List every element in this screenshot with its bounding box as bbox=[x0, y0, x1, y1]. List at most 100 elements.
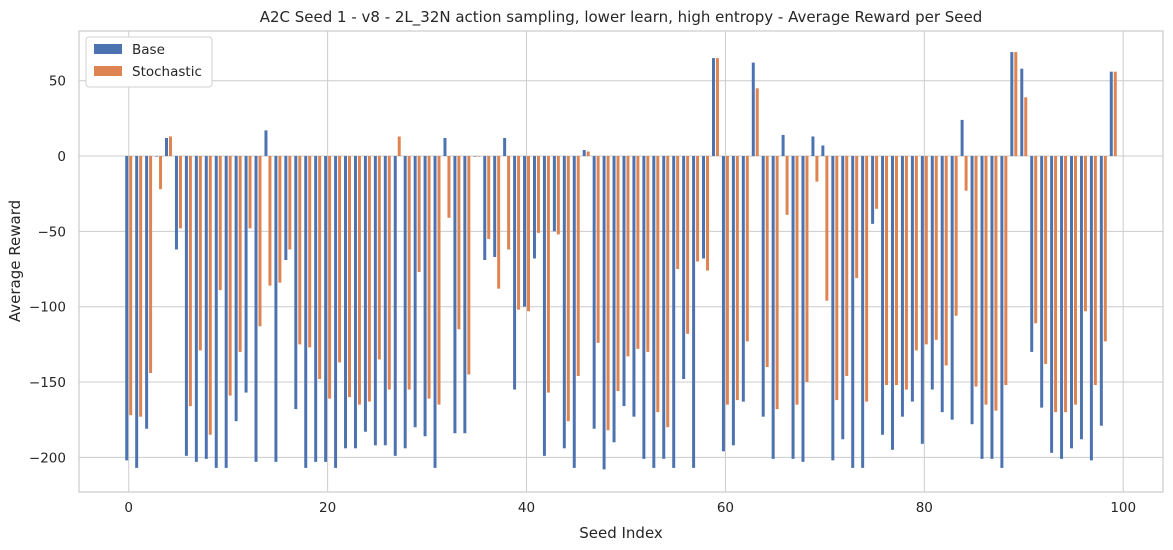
bar-stochastic bbox=[715, 58, 719, 157]
bar-stochastic bbox=[626, 156, 630, 357]
bar-stochastic bbox=[765, 156, 769, 367]
bar-base bbox=[314, 156, 318, 462]
bar-base bbox=[145, 156, 149, 429]
bar-base bbox=[731, 156, 735, 446]
bar-stochastic bbox=[1093, 156, 1097, 386]
bar-stochastic bbox=[298, 156, 302, 345]
bar-base bbox=[135, 156, 139, 468]
bar-stochastic bbox=[845, 156, 849, 376]
bar-stochastic bbox=[169, 136, 172, 157]
bar-stochastic bbox=[885, 156, 889, 386]
bar-stochastic bbox=[407, 156, 411, 390]
bar-stochastic bbox=[129, 156, 133, 416]
bar-stochastic bbox=[1083, 156, 1087, 312]
bar-stochastic bbox=[357, 156, 361, 405]
bar-stochastic bbox=[606, 156, 610, 431]
bar-stochastic bbox=[149, 156, 153, 373]
bar-stochastic bbox=[596, 156, 600, 343]
bar-base bbox=[1020, 68, 1024, 157]
bar-stochastic bbox=[835, 156, 839, 401]
bar-base bbox=[712, 58, 715, 157]
bar-stochastic bbox=[924, 156, 928, 345]
bar-base bbox=[871, 156, 875, 224]
bar-stochastic bbox=[706, 156, 710, 271]
bar-base bbox=[970, 156, 974, 425]
bar-base bbox=[542, 156, 546, 456]
y-tick-label: 50 bbox=[49, 74, 66, 90]
bar-base bbox=[1070, 156, 1073, 449]
x-tick-label: 20 bbox=[319, 500, 336, 516]
bar-stochastic bbox=[427, 156, 431, 399]
bar-stochastic bbox=[228, 156, 232, 396]
bar-stochastic bbox=[248, 156, 252, 229]
bar-stochastic bbox=[1113, 71, 1117, 157]
x-tick-label: 80 bbox=[916, 500, 933, 516]
bar-base bbox=[761, 156, 765, 417]
bar-base bbox=[433, 156, 437, 468]
legend-label-stochastic: Stochastic bbox=[132, 64, 202, 80]
bar-stochastic bbox=[417, 156, 421, 273]
bar-base bbox=[1060, 156, 1064, 459]
bar-base bbox=[811, 136, 815, 157]
x-tick-label: 60 bbox=[717, 500, 734, 516]
bar-stochastic bbox=[178, 156, 182, 229]
bar-stochastic bbox=[1054, 156, 1058, 413]
bar-stochastic bbox=[944, 156, 948, 366]
bar-stochastic bbox=[914, 156, 918, 351]
bar-stochastic bbox=[268, 156, 272, 286]
bar-stochastic bbox=[367, 156, 371, 402]
bar-stochastic bbox=[865, 156, 869, 402]
bar-base bbox=[612, 156, 616, 443]
bar-stochastic bbox=[1103, 156, 1107, 342]
bar-base bbox=[264, 130, 268, 157]
x-tick-label: 40 bbox=[518, 500, 535, 516]
bar-base bbox=[751, 62, 755, 157]
bar-base bbox=[532, 156, 536, 259]
bar-base bbox=[184, 156, 188, 456]
bar-stochastic bbox=[1073, 156, 1077, 405]
bar-stochastic bbox=[1044, 156, 1048, 364]
bar-base bbox=[503, 137, 507, 157]
bar-stochastic bbox=[795, 156, 799, 405]
bar-base bbox=[552, 156, 556, 232]
bar-base bbox=[930, 156, 934, 390]
bar-base bbox=[393, 156, 397, 456]
bar-stochastic bbox=[1014, 52, 1018, 157]
bar-base bbox=[155, 156, 159, 157]
bar-base bbox=[741, 156, 745, 402]
legend: Base Stochastic bbox=[85, 36, 213, 88]
bar-stochastic bbox=[656, 156, 660, 413]
bar-stochastic bbox=[308, 156, 312, 348]
bar-stochastic bbox=[258, 156, 262, 327]
bar-stochastic bbox=[238, 156, 242, 352]
bar-stochastic bbox=[576, 156, 580, 376]
bar-base bbox=[910, 156, 914, 402]
x-tick-label: 100 bbox=[1110, 500, 1136, 516]
chart-title: A2C Seed 1 - v8 - 2L_32N action sampling… bbox=[260, 8, 983, 27]
bar-base bbox=[672, 156, 676, 468]
bar-base bbox=[861, 156, 865, 468]
bar-base bbox=[363, 156, 367, 432]
y-tick-label: −50 bbox=[38, 224, 67, 240]
tick-labels: 0 20 40 60 80 100 −200 −150 −100 −50 0 50 bbox=[29, 74, 1136, 516]
bar-stochastic bbox=[387, 156, 391, 390]
bar-stochastic bbox=[805, 156, 809, 383]
bar-base bbox=[194, 156, 198, 462]
bar-stochastic bbox=[338, 156, 342, 363]
bar-base bbox=[274, 156, 278, 462]
bar-base bbox=[294, 156, 298, 410]
bar-base bbox=[284, 156, 288, 260]
bar-stochastic bbox=[875, 156, 879, 209]
legend-swatch-stochastic bbox=[94, 66, 122, 76]
series-base bbox=[125, 52, 1113, 470]
bar-stochastic bbox=[815, 156, 819, 182]
bar-base bbox=[174, 156, 178, 250]
bar-stochastic bbox=[984, 156, 988, 405]
x-axis-label: Seed Index bbox=[579, 524, 663, 542]
bar-stochastic bbox=[507, 156, 511, 250]
bar-base bbox=[523, 156, 527, 307]
bar-stochastic bbox=[397, 136, 401, 157]
bar-stochastic bbox=[198, 156, 202, 351]
bar-base bbox=[1010, 52, 1014, 157]
